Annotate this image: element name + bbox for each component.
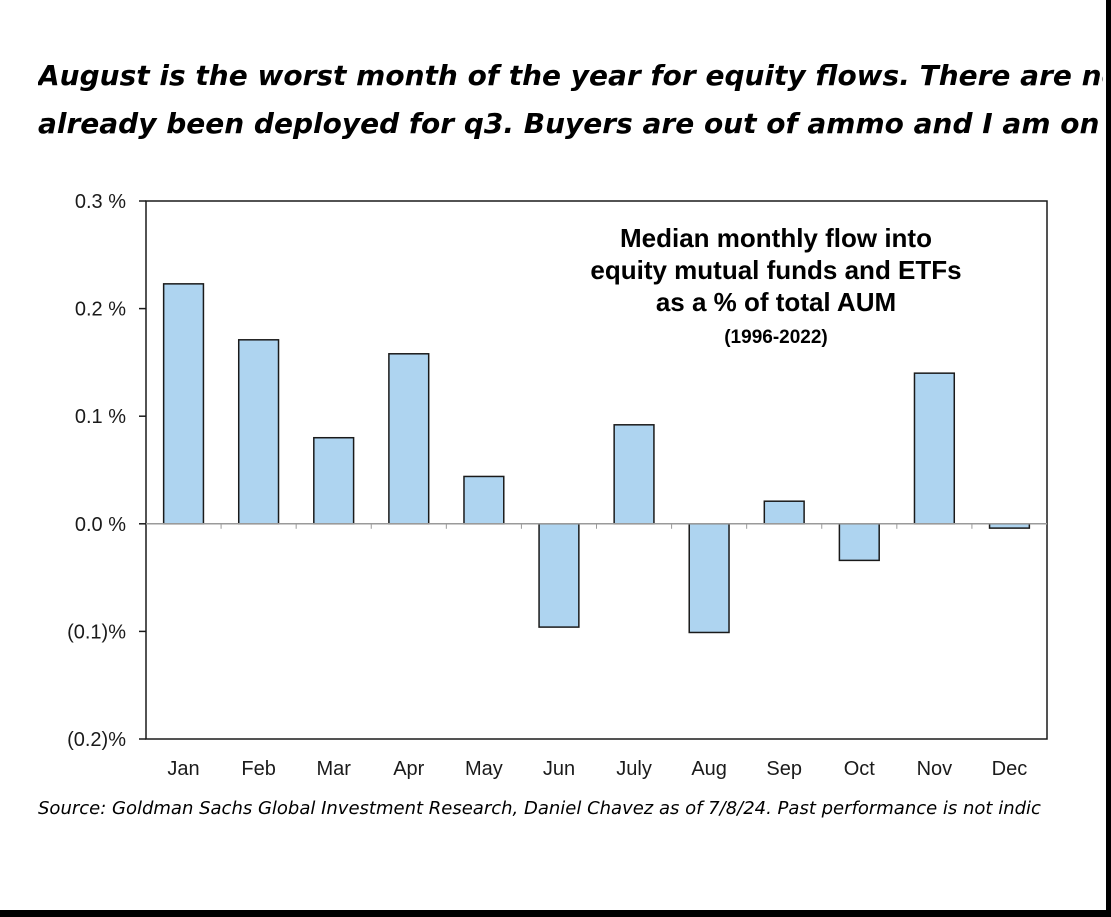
x-tick-label: Feb (241, 758, 275, 780)
headline-line-2: already been deployed for q3. Buyers are… (38, 107, 1100, 140)
right-border (1106, 0, 1111, 917)
x-tick-label: July (616, 758, 652, 780)
x-tick-label: May (465, 758, 503, 780)
chart-title-line: equity mutual funds and ETFs (590, 255, 961, 285)
bar (688, 523, 730, 634)
x-tick-label: Mar (316, 758, 351, 780)
plot-frame (145, 200, 1048, 740)
bar (538, 523, 580, 628)
y-tick-label: (0.1)% (67, 621, 126, 643)
x-tick-label: Jun (543, 758, 575, 780)
bar (763, 500, 805, 525)
bar (388, 353, 430, 525)
bar (613, 424, 655, 525)
y-tick-label: 0.2 % (75, 299, 126, 321)
bar (913, 372, 956, 525)
source-note: Source: Goldman Sachs Global Investment … (38, 798, 1041, 819)
x-tick-label: Dec (992, 758, 1028, 780)
chart-subtitle: (1996-2022) (724, 327, 828, 348)
x-tick-label: Sep (766, 758, 802, 780)
y-tick-label: 0.3 % (75, 191, 126, 213)
y-tick-label: (0.2)% (67, 729, 126, 751)
bar (237, 339, 280, 525)
bottom-border (0, 910, 1111, 917)
flow-bar-chart: 0.3 % 0.2 % 0.1 % 0.0 % (0.1)% (0.2)% Jan Feb Ma… (67, 191, 1048, 780)
x-tick-label: Apr (393, 758, 424, 780)
headline: August is the worst month of the year fo… (38, 52, 1103, 148)
y-tick-label: 0.1 % (75, 406, 126, 428)
chart-title-line: Median monthly flow into (620, 223, 932, 253)
x-tick-label: Oct (844, 758, 876, 780)
x-tick-label: Aug (691, 758, 727, 780)
headline-line-1: August is the worst month of the year fo… (38, 59, 1103, 92)
bar (463, 475, 505, 525)
bar (838, 523, 880, 562)
chart-title-line: as a % of total AUM (656, 287, 896, 317)
y-tick-label: 0.0 % (75, 514, 126, 536)
bar (313, 436, 355, 525)
bar (162, 283, 205, 525)
x-tick-label: Jan (167, 758, 199, 780)
x-tick-label: Nov (917, 758, 953, 780)
